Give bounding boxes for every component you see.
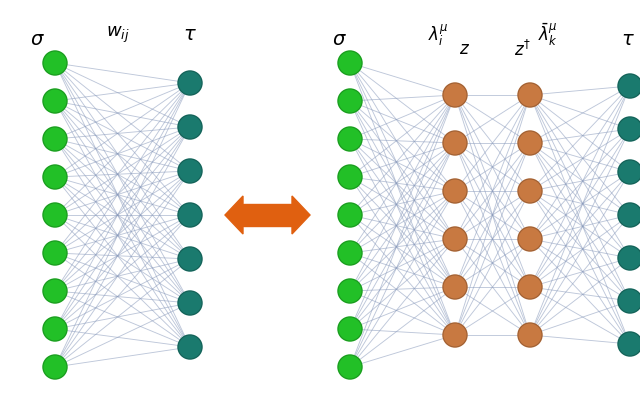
Circle shape [443, 131, 467, 155]
Circle shape [518, 131, 542, 155]
Circle shape [443, 179, 467, 203]
Circle shape [338, 51, 362, 75]
Polygon shape [292, 196, 310, 234]
Circle shape [178, 159, 202, 183]
Circle shape [443, 275, 467, 299]
Circle shape [618, 289, 640, 313]
Circle shape [338, 317, 362, 341]
Circle shape [618, 74, 640, 98]
Circle shape [43, 279, 67, 303]
Text: $\bar{\lambda}_k^{\mu}$: $\bar{\lambda}_k^{\mu}$ [538, 22, 558, 49]
Circle shape [178, 203, 202, 227]
Circle shape [338, 203, 362, 227]
Circle shape [43, 89, 67, 113]
Circle shape [338, 355, 362, 379]
Circle shape [338, 165, 362, 189]
Circle shape [338, 279, 362, 303]
Circle shape [618, 332, 640, 356]
Circle shape [338, 241, 362, 265]
Circle shape [618, 160, 640, 184]
Circle shape [178, 115, 202, 139]
Circle shape [443, 323, 467, 347]
Circle shape [618, 246, 640, 270]
Circle shape [178, 71, 202, 95]
Text: $w_{ij}$: $w_{ij}$ [106, 25, 130, 45]
Circle shape [43, 165, 67, 189]
Circle shape [178, 335, 202, 359]
Circle shape [518, 275, 542, 299]
Circle shape [518, 323, 542, 347]
Circle shape [43, 355, 67, 379]
Circle shape [518, 227, 542, 251]
Bar [243, 204, 292, 226]
Text: $\lambda_i^{\mu}$: $\lambda_i^{\mu}$ [428, 22, 449, 48]
Circle shape [338, 127, 362, 151]
Circle shape [43, 127, 67, 151]
Circle shape [518, 83, 542, 107]
Circle shape [518, 179, 542, 203]
Circle shape [43, 241, 67, 265]
Circle shape [43, 51, 67, 75]
Text: $\sigma$: $\sigma$ [332, 30, 347, 49]
Circle shape [443, 83, 467, 107]
Circle shape [178, 291, 202, 315]
Text: $\tau$: $\tau$ [183, 25, 197, 44]
Circle shape [618, 203, 640, 227]
Text: $\sigma$: $\sigma$ [30, 30, 45, 49]
Circle shape [618, 117, 640, 141]
Text: $z$: $z$ [460, 40, 470, 58]
Polygon shape [225, 196, 243, 234]
Circle shape [43, 317, 67, 341]
Circle shape [443, 227, 467, 251]
Text: $\tau$: $\tau$ [621, 30, 635, 49]
Circle shape [43, 203, 67, 227]
Text: $z^{\dagger}$: $z^{\dagger}$ [515, 40, 532, 60]
Circle shape [338, 89, 362, 113]
Circle shape [178, 247, 202, 271]
